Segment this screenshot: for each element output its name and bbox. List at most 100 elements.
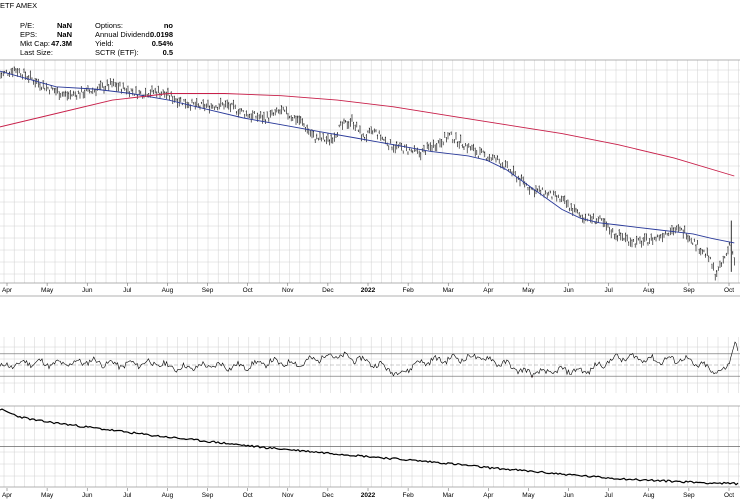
ohlc-open-tick xyxy=(490,157,492,159)
ohlc-open-tick xyxy=(458,141,460,143)
ohlc-open-tick xyxy=(559,198,561,200)
ohlc-open-tick xyxy=(592,213,594,215)
ohlc-open-tick xyxy=(387,145,389,147)
ohlc-open-tick xyxy=(63,91,65,94)
ohlc-open-tick xyxy=(75,95,77,97)
ohlc-open-tick xyxy=(531,188,533,190)
ohlc-open-tick xyxy=(272,112,274,115)
stat-value-options: no xyxy=(163,21,173,30)
ohlc-open-tick xyxy=(253,111,255,113)
ohlc-open-tick xyxy=(699,248,701,250)
lower-x-axis: Apr May Jun Jul Aug Sep Oct Nov Dec 2022 Feb Mar Apr… xyxy=(2,488,734,499)
x-tick-label: Jun xyxy=(82,287,93,294)
ohlc-open-tick xyxy=(299,116,301,119)
ohlc-open-tick xyxy=(138,90,140,92)
moving-average-short-line xyxy=(0,70,735,244)
ohlc-open-tick xyxy=(274,109,276,111)
ohlc-open-tick xyxy=(448,132,450,135)
ohlc-open-tick xyxy=(344,120,346,123)
ohlc-open-tick xyxy=(693,238,695,241)
stat-value-mktcap: 47.3M xyxy=(51,39,72,48)
ohlc-open-tick xyxy=(53,87,55,90)
x-tick-label: Aug xyxy=(162,492,174,499)
ohlc-open-tick xyxy=(224,100,226,103)
ohlc-open-tick xyxy=(554,191,556,193)
ohlc-open-tick xyxy=(674,227,676,229)
ohlc-open-tick xyxy=(623,238,625,240)
ohlc-open-tick xyxy=(325,136,327,138)
ohlc-open-tick xyxy=(667,232,669,234)
ohlc-open-tick xyxy=(99,81,101,83)
ohlc-open-tick xyxy=(637,238,639,240)
ohlc-open-tick xyxy=(323,139,325,142)
ohlc-open-tick xyxy=(317,137,319,140)
ohlc-open-tick xyxy=(528,187,530,188)
ohlc-open-tick xyxy=(530,187,532,189)
x-tick-label: Jul xyxy=(123,492,132,499)
ohlc-open-tick xyxy=(543,193,545,195)
ohlc-open-tick xyxy=(725,253,727,255)
ohlc-open-tick xyxy=(363,136,365,139)
ohlc-open-tick xyxy=(170,91,172,93)
ohlc-open-tick xyxy=(547,192,549,194)
x-tick-label: Feb xyxy=(403,492,415,499)
ohlc-open-tick xyxy=(477,156,479,158)
x-tick-label: Mar xyxy=(443,492,455,499)
ohlc-open-tick xyxy=(456,141,458,144)
ohlc-open-tick xyxy=(474,148,476,150)
ohlc-open-tick xyxy=(435,143,437,145)
x-tick-label: Sep xyxy=(202,492,214,499)
lower-panel xyxy=(0,408,740,486)
ohlc-open-tick xyxy=(280,105,282,108)
ohlc-open-tick xyxy=(312,130,314,133)
ohlc-open-tick xyxy=(461,144,463,146)
ohlc-open-tick xyxy=(627,241,629,243)
ohlc-open-tick xyxy=(19,73,21,75)
ohlc-open-tick xyxy=(714,274,716,276)
x-tick-label: Mar xyxy=(443,287,455,294)
ohlc-open-tick xyxy=(165,91,167,94)
ohlc-open-tick xyxy=(10,68,12,70)
ohlc-open-tick xyxy=(643,234,645,236)
ohlc-open-tick xyxy=(498,159,500,161)
ohlc-open-tick xyxy=(661,233,663,235)
ohlc-open-tick xyxy=(483,151,485,154)
price-x-axis: Apr May Jun Jul Aug Sep Oct Nov Dec 2022 Feb Mar Apr… xyxy=(2,283,734,294)
ohlc-open-tick xyxy=(391,146,393,148)
rsi-panel xyxy=(0,341,740,379)
ohlc-open-tick xyxy=(147,92,149,94)
x-tick-label: Dec xyxy=(322,287,334,294)
ohlc-open-tick xyxy=(701,249,703,252)
x-tick-label: Sep xyxy=(683,492,695,499)
x-tick-label: Jul xyxy=(605,492,614,499)
ohlc-open-tick xyxy=(570,203,572,205)
x-tick-label: Oct xyxy=(724,492,734,499)
ohlc-open-tick xyxy=(162,89,164,91)
ohlc-open-tick xyxy=(111,81,113,82)
ohlc-open-tick xyxy=(55,88,57,90)
ohlc-open-tick xyxy=(343,119,345,121)
ohlc-open-tick xyxy=(427,144,429,146)
ohlc-open-tick xyxy=(80,86,82,88)
ohlc-open-tick xyxy=(218,103,220,105)
x-tick-label: Jun xyxy=(563,492,574,499)
ohlc-open-tick xyxy=(263,112,265,114)
ohlc-open-tick xyxy=(571,208,573,210)
ohlc-open-tick xyxy=(208,105,210,108)
ohlc-open-tick xyxy=(383,138,385,141)
ohlc-open-tick xyxy=(562,196,564,198)
ohlc-open-tick xyxy=(167,88,169,90)
ohlc-open-tick xyxy=(0,72,2,75)
ohlc-open-tick xyxy=(496,155,498,158)
ohlc-open-tick xyxy=(277,109,279,111)
ohlc-open-tick xyxy=(341,121,343,123)
ohlc-open-tick xyxy=(178,97,180,99)
x-tick-label: 2022 xyxy=(361,287,376,294)
ohlc-open-tick xyxy=(338,124,340,127)
ohlc-open-tick xyxy=(581,214,583,216)
ohlc-open-tick xyxy=(175,98,177,100)
ohlc-open-tick xyxy=(536,188,538,190)
ohlc-open-tick xyxy=(259,111,261,113)
ohlc-open-tick xyxy=(152,90,154,92)
